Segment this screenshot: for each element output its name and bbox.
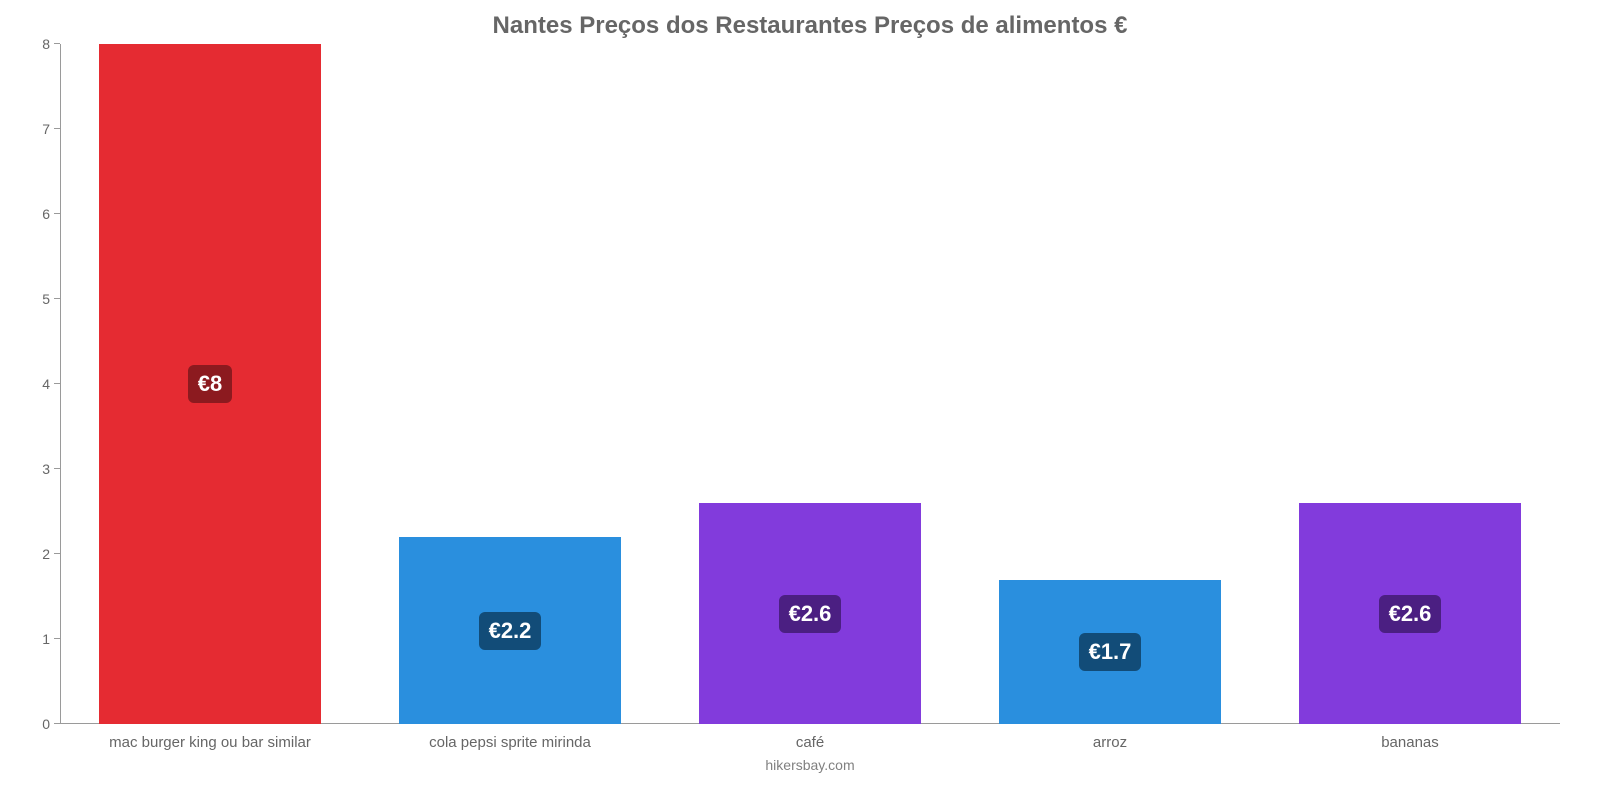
price-chart: Nantes Preços dos Restaurantes Preços de… <box>0 0 1600 800</box>
y-tick-label: 7 <box>42 121 60 137</box>
x-label: bananas <box>1260 724 1560 751</box>
y-tick-label: 2 <box>42 546 60 562</box>
bar: €1.7 <box>999 580 1221 725</box>
x-label: arroz <box>960 724 1260 751</box>
plot-area: €8€2.2€2.6€1.7€2.6 012345678 <box>60 44 1560 724</box>
bar: €2.6 <box>699 503 921 724</box>
y-tick-label: 6 <box>42 206 60 222</box>
value-badge: €8 <box>188 365 232 403</box>
bar: €8 <box>99 44 321 724</box>
value-badge: €2.6 <box>1379 595 1442 633</box>
bar: €2.6 <box>1299 503 1521 724</box>
x-label: café <box>660 724 960 751</box>
x-label: mac burger king ou bar similar <box>60 724 360 751</box>
bar-slot: €2.6 <box>660 44 960 724</box>
y-tick-label: 3 <box>42 461 60 477</box>
x-label: cola pepsi sprite mirinda <box>360 724 660 751</box>
y-tick-label: 4 <box>42 376 60 392</box>
value-badge: €2.6 <box>779 595 842 633</box>
bar-slot: €2.2 <box>360 44 660 724</box>
bar-slot: €2.6 <box>1260 44 1560 724</box>
bars-container: €8 €2.2 €2.6 €1.7 €2.6 <box>60 44 1560 724</box>
y-tick-label: 5 <box>42 291 60 307</box>
x-labels: mac burger king ou bar similarcola pepsi… <box>60 724 1560 751</box>
attribution: hikersbay.com <box>50 751 1570 773</box>
value-badge: €2.2 <box>479 612 542 650</box>
chart-title: Nantes Preços dos Restaurantes Preços de… <box>50 0 1570 44</box>
bar: €2.2 <box>399 537 621 724</box>
y-tick-label: 8 <box>42 36 60 52</box>
y-tick-label: 0 <box>42 716 60 732</box>
bar-slot: €1.7 <box>960 44 1260 724</box>
value-badge: €1.7 <box>1079 633 1142 671</box>
bar-slot: €8 <box>60 44 360 724</box>
y-tick-label: 1 <box>42 631 60 647</box>
